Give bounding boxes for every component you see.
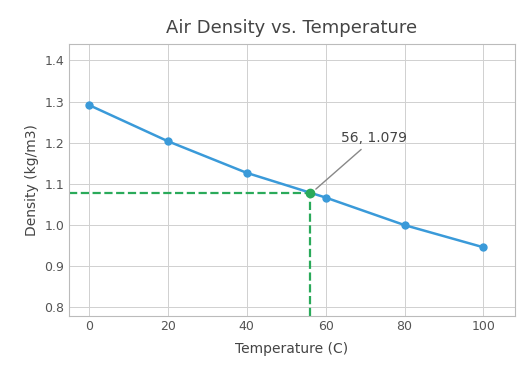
Y-axis label: Density (kg/m3): Density (kg/m3) — [24, 124, 39, 236]
Title: Air Density vs. Temperature: Air Density vs. Temperature — [167, 19, 417, 37]
Text: 56, 1.079: 56, 1.079 — [316, 131, 407, 189]
X-axis label: Temperature (C): Temperature (C) — [235, 342, 349, 356]
